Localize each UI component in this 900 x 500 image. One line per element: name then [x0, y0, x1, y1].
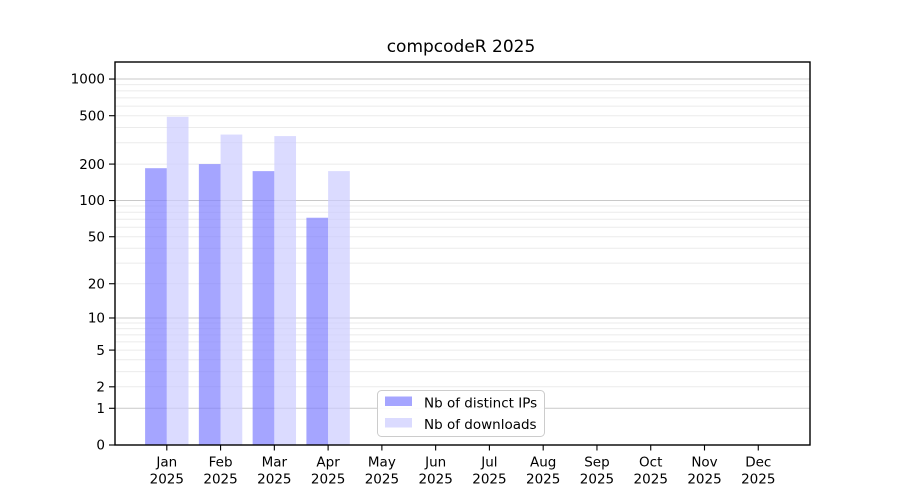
- x-tick-label-month: Dec: [745, 455, 771, 471]
- legend-swatch-distinct-ips: [385, 396, 412, 406]
- x-tick-label-year: 2025: [687, 472, 721, 488]
- chart-title: compcodeR 2025: [387, 37, 536, 57]
- x-tick-label-month: Mar: [262, 455, 288, 471]
- plot-frame: [114, 61, 811, 446]
- bar-distinct-ips-mar: [252, 171, 275, 445]
- x-tick-label-month: Sep: [584, 455, 609, 471]
- y-tick-label: 100: [79, 193, 105, 209]
- x-tick-label-month: Jul: [480, 455, 497, 471]
- x-tick-label-year: 2025: [526, 472, 560, 488]
- y-tick-label: 10: [88, 311, 105, 327]
- y-tick-label: 500: [79, 108, 105, 124]
- x-tick-label-year: 2025: [418, 472, 452, 488]
- bar-downloads-jan: [166, 116, 189, 446]
- x-tick-label-year: 2025: [634, 472, 668, 488]
- x-tick-label-year: 2025: [741, 472, 775, 488]
- y-tick-label: 0: [96, 438, 105, 454]
- y-tick-label: 1000: [71, 72, 105, 88]
- legend: Nb of distinct IPs Nb of downloads: [377, 390, 545, 437]
- y-tick-label: 20: [88, 276, 105, 292]
- x-tick-label-month: Nov: [691, 455, 717, 471]
- x-tick-label-month: Jan: [155, 455, 177, 471]
- legend-label-downloads: Nb of downloads: [424, 417, 537, 433]
- bar-series: [145, 116, 350, 446]
- x-tick-label-year: 2025: [257, 472, 291, 488]
- x-tick-label-year: 2025: [311, 472, 345, 488]
- bar-downloads-feb: [220, 134, 243, 446]
- legend-box: [377, 390, 545, 437]
- bar-distinct-ips-apr: [306, 217, 329, 445]
- legend-label-distinct-ips: Nb of distinct IPs: [424, 396, 537, 412]
- x-tick-label-year: 2025: [365, 472, 399, 488]
- bar-downloads-mar: [274, 136, 297, 445]
- x-axis: Jan2025Feb2025Mar2025Apr2025May2025Jun20…: [150, 445, 775, 488]
- x-tick-label-month: Oct: [639, 455, 662, 471]
- y-tick-label: 200: [79, 157, 105, 173]
- x-tick-label-year: 2025: [203, 472, 237, 488]
- x-tick-label-month: Feb: [209, 455, 233, 471]
- y-tick-label: 1: [96, 401, 105, 417]
- x-tick-label-month: Aug: [530, 455, 556, 471]
- x-tick-label-month: Jun: [424, 455, 446, 471]
- x-tick-label-month: May: [368, 455, 396, 471]
- x-tick-label-month: Apr: [316, 455, 340, 471]
- bar-distinct-ips-feb: [198, 164, 221, 445]
- legend-swatch-downloads: [385, 418, 412, 428]
- bar-distinct-ips-jan: [145, 168, 167, 445]
- x-tick-label-year: 2025: [150, 472, 184, 488]
- y-tick-label: 50: [88, 229, 105, 245]
- x-tick-label-year: 2025: [472, 472, 506, 488]
- x-tick-label-year: 2025: [580, 472, 614, 488]
- y-tick-label: 5: [96, 343, 105, 359]
- bar-downloads-apr: [328, 171, 350, 445]
- y-axis: 0 1 2 5 10 20 50 100 200 500 1000: [71, 72, 115, 454]
- y-tick-label: 2: [96, 380, 105, 396]
